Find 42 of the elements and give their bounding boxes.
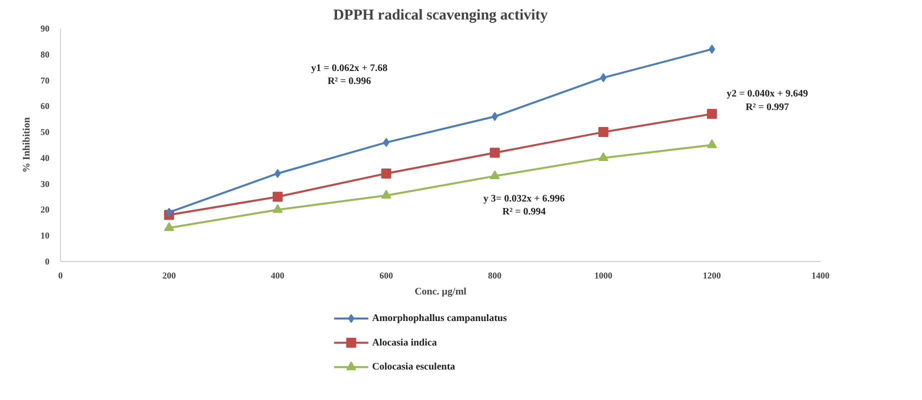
x-tick-label: 1400: [812, 270, 830, 280]
point: [708, 44, 716, 54]
chart-title: DPPH radical scavenging activity: [333, 8, 548, 24]
point: [490, 148, 500, 158]
point: [164, 222, 174, 231]
y-tick-label: 0: [45, 256, 50, 266]
x-tick-label: 400: [270, 270, 285, 280]
y-tick-label: 60: [40, 101, 50, 112]
point: [600, 73, 607, 82]
legend-label: Alocasia indica: [372, 337, 437, 348]
y-tick-label: 50: [40, 127, 50, 138]
point: [598, 152, 608, 162]
x-tick-label: 1000: [594, 270, 613, 280]
x-tick-label: 800: [488, 270, 502, 280]
y-tick-label: 40: [40, 152, 50, 163]
point: [598, 127, 608, 138]
point: [706, 139, 717, 148]
x-tick-label: 600: [379, 270, 394, 280]
y-tick-label: 70: [40, 75, 50, 86]
point: [274, 168, 281, 178]
point: [166, 208, 172, 217]
y-tick-label: 10: [40, 230, 50, 241]
y-axis-title: % Inhibition: [22, 116, 32, 173]
x-tick-label: 1200: [702, 270, 722, 280]
point: [706, 108, 717, 119]
legend-label: Amorphophallus campanulatus: [372, 313, 507, 324]
x-tick-label: 0: [58, 270, 64, 280]
point: [272, 192, 283, 202]
y-tick-label: 30: [40, 178, 50, 189]
point: [381, 190, 392, 199]
point: [381, 168, 392, 178]
point: [490, 170, 500, 180]
annotation: y1 = 0.062x + 7.68 R² = 0.996: [311, 63, 388, 88]
legend-label: Colocasia esculenta: [372, 362, 456, 373]
annotation: y2 = 0.040x + 9.649 R² = 0.997: [726, 88, 808, 113]
y-tick-label: 80: [40, 49, 50, 60]
y-tick-label: 20: [40, 204, 50, 215]
annotation: y 3= 0.032x + 6.996 R² = 0.994: [483, 193, 565, 218]
y-tick-label: 90: [40, 24, 50, 34]
x-tick-label: 200: [162, 270, 176, 280]
point: [272, 204, 283, 213]
x-axis-title: Conc. µg/ml: [414, 286, 467, 298]
